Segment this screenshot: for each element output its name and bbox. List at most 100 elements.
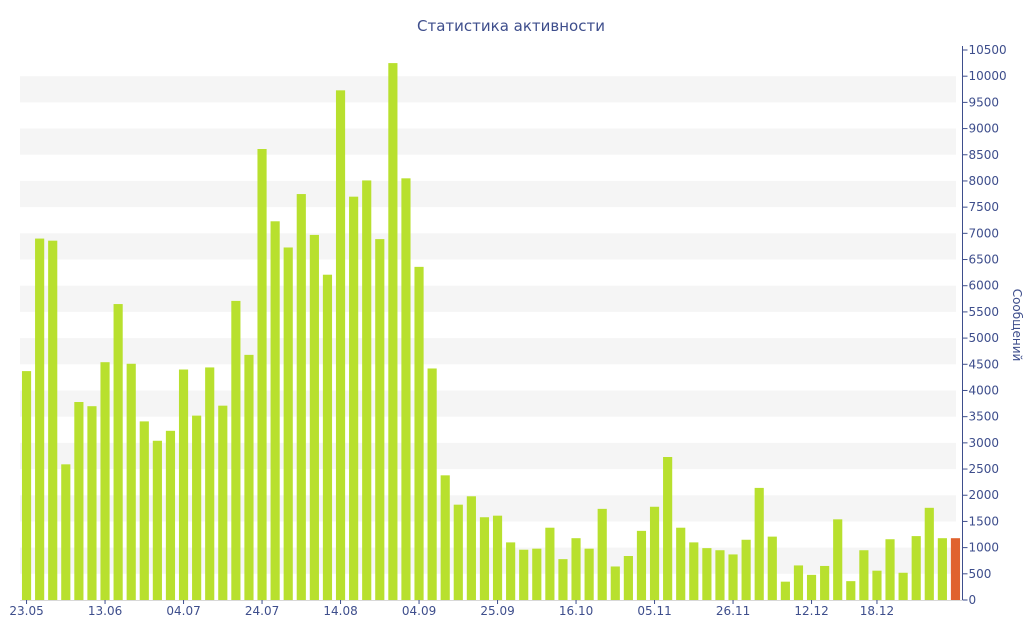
bar bbox=[911, 536, 921, 600]
bars bbox=[21, 63, 961, 601]
bar bbox=[741, 539, 751, 600]
bar bbox=[558, 559, 568, 600]
bar bbox=[100, 362, 110, 600]
x-tick-label: 26.11 bbox=[716, 604, 750, 618]
x-tick-label: 23.05 bbox=[9, 604, 43, 618]
bar bbox=[872, 570, 882, 600]
bar bbox=[924, 507, 934, 600]
y-tick-label: 9000 bbox=[969, 122, 1000, 136]
bar bbox=[689, 542, 699, 600]
bar bbox=[270, 221, 280, 601]
bar bbox=[74, 402, 84, 600]
y-tick-label: 10000 bbox=[969, 69, 1007, 83]
bar bbox=[218, 405, 228, 600]
bar bbox=[793, 565, 804, 600]
grid-band bbox=[20, 390, 956, 417]
bar bbox=[728, 554, 738, 600]
y-tick-label: 6500 bbox=[969, 253, 1000, 267]
bar bbox=[584, 548, 594, 600]
grid-band bbox=[20, 338, 956, 365]
bar bbox=[35, 238, 45, 600]
bar bbox=[21, 371, 32, 600]
y-tick-label: 8000 bbox=[969, 174, 1000, 188]
bar bbox=[767, 536, 777, 600]
bar bbox=[833, 519, 843, 600]
axes: 0 500 1000 1500 2000 2500 3000 3500 4000 4500 5000… bbox=[9, 43, 1006, 618]
bar bbox=[506, 542, 516, 600]
grid-band bbox=[20, 180, 956, 208]
bar bbox=[244, 354, 254, 600]
bar bbox=[139, 421, 149, 600]
bar bbox=[571, 538, 581, 600]
bar bbox=[937, 538, 947, 600]
y-tick-label: 500 bbox=[969, 567, 992, 581]
bar bbox=[492, 515, 503, 600]
bar bbox=[309, 234, 319, 600]
y-tick-label: 2000 bbox=[969, 488, 1000, 502]
bar bbox=[192, 415, 202, 600]
bar bbox=[113, 304, 123, 600]
y-tick-label: 9500 bbox=[969, 95, 1000, 109]
y-tick-label: 5500 bbox=[969, 305, 1000, 319]
bar bbox=[519, 549, 529, 600]
bar bbox=[178, 369, 189, 600]
bar bbox=[479, 517, 490, 600]
bar bbox=[663, 457, 673, 600]
y-tick-label: 1500 bbox=[969, 514, 1000, 528]
bar bbox=[754, 487, 764, 600]
bar bbox=[545, 527, 555, 600]
bar bbox=[715, 550, 725, 600]
y-tick-label: 2500 bbox=[969, 462, 1000, 476]
y-tick-label: 4500 bbox=[969, 357, 1000, 371]
x-tick-label: 18.12 bbox=[860, 604, 894, 618]
y-tick-label: 3500 bbox=[969, 410, 1000, 424]
bar bbox=[466, 496, 476, 600]
y-tick-label: 8500 bbox=[969, 148, 1000, 162]
bar bbox=[205, 367, 215, 600]
bar bbox=[375, 239, 385, 600]
bar bbox=[362, 180, 372, 600]
bar bbox=[440, 475, 450, 600]
bar bbox=[87, 406, 97, 600]
grid-band bbox=[20, 128, 956, 155]
x-tick-label: 24.07 bbox=[245, 604, 279, 618]
bar bbox=[623, 556, 633, 600]
grid-band bbox=[20, 495, 956, 522]
bar bbox=[649, 506, 660, 600]
bar-current bbox=[950, 538, 961, 600]
y-tick-label: 4000 bbox=[969, 383, 1000, 397]
bar bbox=[597, 508, 607, 600]
bar bbox=[126, 363, 136, 600]
x-tick-label: 04.07 bbox=[166, 604, 200, 618]
x-tick-label: 14.08 bbox=[323, 604, 357, 618]
bar bbox=[676, 527, 686, 600]
bar bbox=[152, 440, 162, 600]
bar bbox=[453, 504, 463, 600]
x-tick-label: 12.12 bbox=[794, 604, 828, 618]
x-tick-label: 25.09 bbox=[480, 604, 514, 618]
bar bbox=[702, 548, 712, 600]
grid-band bbox=[20, 442, 956, 470]
bar bbox=[885, 539, 895, 600]
grid-bands bbox=[20, 76, 956, 574]
bar bbox=[61, 464, 71, 600]
y-tick-label: 5000 bbox=[969, 331, 1000, 345]
x-tick-label: 16.10 bbox=[559, 604, 593, 618]
bar bbox=[846, 581, 856, 600]
y-axis-title: Сообщений bbox=[1010, 289, 1024, 362]
y-tick-label: 10500 bbox=[969, 43, 1007, 57]
bar bbox=[401, 178, 411, 600]
bar bbox=[335, 90, 346, 600]
y-tick-label: 6000 bbox=[969, 279, 1000, 293]
bar bbox=[532, 548, 542, 600]
y-tick-label: 1000 bbox=[969, 541, 1000, 555]
bar bbox=[231, 300, 241, 600]
bar bbox=[322, 274, 333, 600]
y-tick-label: 3000 bbox=[969, 436, 1000, 450]
bar bbox=[898, 572, 908, 600]
grid-band bbox=[20, 285, 956, 312]
bar bbox=[427, 368, 437, 600]
bar bbox=[780, 581, 790, 600]
